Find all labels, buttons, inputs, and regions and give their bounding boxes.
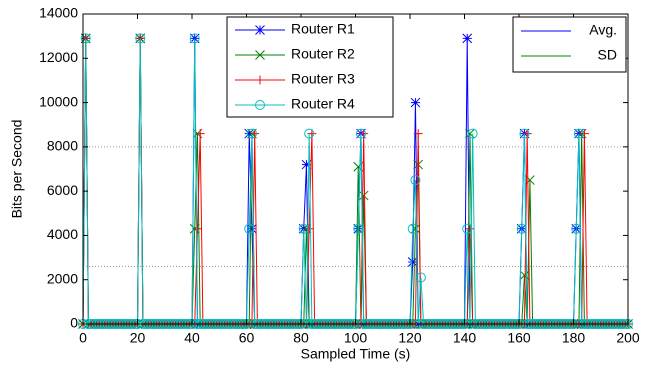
legend-marker (255, 75, 265, 85)
data-point (571, 223, 582, 234)
legend-label: Router R1 (291, 21, 355, 37)
data-point (467, 128, 478, 139)
legend-label: Router R3 (291, 71, 355, 87)
y-tick-label: 2000 (47, 270, 78, 286)
data-point (462, 223, 473, 234)
data-point (244, 223, 255, 234)
legend-label: SD (598, 47, 617, 63)
x-tick-label: 20 (130, 330, 146, 346)
data-point (135, 33, 146, 44)
legend: Router R1 Router R2 Router R3 Router R4 (226, 16, 394, 118)
legend-marker (255, 100, 265, 110)
data-point (244, 128, 255, 139)
legend-label: Router R4 (291, 96, 355, 112)
y-tick-label: 8000 (47, 138, 78, 154)
data-point (80, 33, 91, 44)
x-axis-label: Sampled Time (s) (301, 346, 411, 362)
x-tick-label: 100 (344, 330, 368, 346)
y-tick-label: 4000 (47, 226, 78, 242)
x-tick-label: 140 (453, 330, 477, 346)
data-point (358, 190, 369, 201)
data-point (247, 223, 257, 234)
data-point (301, 159, 312, 170)
y-tick-label: 10000 (39, 93, 78, 109)
data-point (579, 129, 589, 139)
data-point (407, 257, 418, 267)
data-point (462, 33, 473, 44)
data-point (407, 223, 418, 234)
x-tick-label: 0 (79, 330, 87, 346)
data-point (192, 224, 202, 234)
x-tick-label: 40 (184, 330, 200, 346)
y-tick-label: 0 (70, 315, 78, 331)
data-point (519, 128, 530, 139)
legend-box (226, 16, 394, 118)
legend-box (512, 16, 627, 73)
data-point (353, 223, 364, 234)
y-tick-label: 14000 (39, 5, 78, 21)
y-tick-label: 6000 (47, 182, 78, 198)
data-point (195, 129, 205, 139)
data-point (413, 129, 423, 139)
legend-label: Avg. (589, 22, 617, 38)
data-point (355, 128, 366, 139)
data-point (304, 224, 314, 234)
data-point (519, 270, 530, 281)
legend-marker (255, 50, 265, 60)
data-point (410, 97, 421, 108)
x-tick-label: 120 (398, 330, 422, 346)
x-tick-label: 200 (616, 330, 640, 346)
legend-marker (255, 25, 265, 35)
data-point (573, 128, 584, 139)
x-tick-label: 60 (239, 330, 255, 346)
x-tick-label: 160 (507, 330, 531, 346)
x-tick-label: 180 (562, 330, 586, 346)
x-tick-label: 80 (293, 330, 309, 346)
y-axis-label: Bits per Second (9, 120, 25, 219)
data-point (410, 175, 421, 186)
data-point (298, 223, 309, 234)
data-point (415, 272, 426, 283)
data-point (304, 128, 315, 139)
data-point (189, 33, 200, 44)
y-tick-label: 12000 (39, 49, 78, 65)
data-point (246, 128, 257, 139)
data-point (516, 223, 527, 234)
legend-label: Router R2 (291, 46, 355, 62)
